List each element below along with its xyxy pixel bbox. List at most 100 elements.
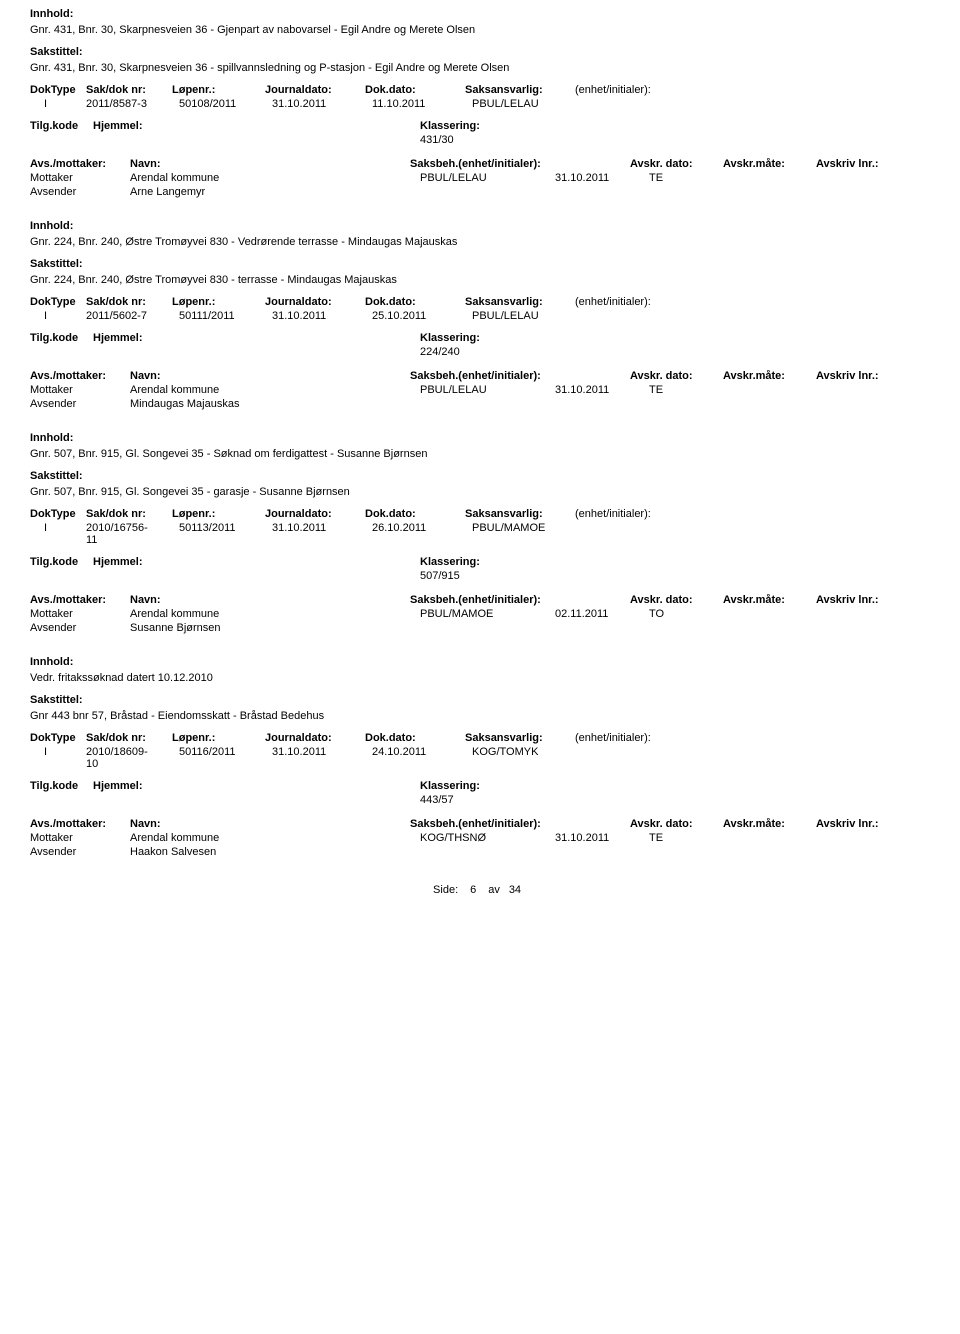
klassering-value: 507/915: [420, 570, 460, 582]
mottaker-mate: TE: [649, 832, 699, 844]
lopenr-header: Løpenr.:: [172, 508, 265, 520]
innhold-label: Innhold:: [30, 656, 930, 668]
mottaker-label: Mottaker: [30, 172, 130, 184]
dokdato-value: 24.10.2011: [372, 746, 472, 758]
navn-header: Navn:: [130, 594, 410, 606]
saksbeh-header: Saksbeh.(enhet/initialer):: [410, 818, 630, 830]
hjemmel-label: Hjemmel:: [93, 332, 143, 344]
avsender-row: Avsender Susanne Bjørnsen: [30, 622, 930, 634]
sakstittel-text: Gnr 443 bnr 57, Bråstad - Eiendomsskatt …: [30, 710, 930, 722]
klassering-label: Klassering:: [420, 332, 480, 344]
avsmottaker-header: Avs./mottaker:: [30, 818, 130, 830]
avskrlnr-header: Avskriv lnr.:: [816, 158, 916, 170]
sakdok-value: 2010/18609-: [86, 746, 179, 758]
innhold-text: Vedr. fritakssøknad datert 10.12.2010: [30, 672, 930, 684]
klassering-label: Klassering:: [420, 780, 480, 792]
saksbeh-header: Saksbeh.(enhet/initialer):: [410, 370, 630, 382]
doktype-header: DokType: [30, 84, 86, 96]
avskrmate-header: Avskr.måte:: [723, 594, 816, 606]
avskrdato-header: Avskr. dato:: [630, 158, 723, 170]
hjemmel-label: Hjemmel:: [93, 556, 143, 568]
avskrmate-header: Avskr.måte:: [723, 818, 816, 830]
doktype-value: I: [30, 310, 86, 322]
dokdato-value: 26.10.2011: [372, 522, 472, 534]
klassering-value-row: 431/30: [30, 134, 930, 146]
lopenr-value: 50113/2011: [179, 522, 272, 534]
mottaker-name: Arendal kommune: [130, 608, 420, 620]
mottaker-dato: 02.11.2011: [555, 608, 649, 620]
innhold-text: Gnr. 224, Bnr. 240, Østre Tromøyvei 830 …: [30, 236, 930, 248]
klassering-value-row: 224/240: [30, 346, 930, 358]
data-row: I 2010/16756- 50113/2011 31.10.2011 26.1…: [30, 522, 930, 534]
klassering-label: Klassering:: [420, 120, 480, 132]
lopenr-header: Løpenr.:: [172, 84, 265, 96]
dokdato-header: Dok.dato:: [365, 508, 465, 520]
saksbeh-header: Saksbeh.(enhet/initialer):: [410, 158, 630, 170]
saksbeh-header: Saksbeh.(enhet/initialer):: [410, 594, 630, 606]
tilgkode-label: Tilg.kode: [30, 556, 93, 568]
mottaker-row: Mottaker Arendal kommune PBUL/LELAU 31.1…: [30, 384, 930, 396]
lopenr-value: 50108/2011: [179, 98, 272, 110]
column-header-row: DokType Sak/dok nr: Løpenr.: Journaldato…: [30, 84, 930, 96]
avskrmate-header: Avskr.måte:: [723, 370, 816, 382]
avs-header-row: Avs./mottaker: Navn: Saksbeh.(enhet/init…: [30, 158, 930, 170]
mottaker-saksbeh: PBUL/LELAU: [420, 172, 555, 184]
klassering-value: 431/30: [420, 134, 454, 146]
avsender-row: Avsender Haakon Salvesen: [30, 846, 930, 858]
journaldato-value: 31.10.2011: [272, 310, 372, 322]
mottaker-saksbeh: PBUL/MAMOE: [420, 608, 555, 620]
sakstittel-label: Sakstittel:: [30, 694, 930, 706]
avsender-name: Mindaugas Majauskas: [130, 398, 420, 410]
journaldato-header: Journaldato:: [265, 296, 365, 308]
avskrdato-header: Avskr. dato:: [630, 818, 723, 830]
saksansvarlig-header: Saksansvarlig:: [465, 732, 575, 744]
avskrlnr-header: Avskriv lnr.:: [816, 370, 916, 382]
innhold-label: Innhold:: [30, 8, 930, 20]
avsmottaker-header: Avs./mottaker:: [30, 594, 130, 606]
lopenr-header: Løpenr.:: [172, 732, 265, 744]
sakstittel-text: Gnr. 431, Bnr. 30, Skarpnesveien 36 - sp…: [30, 62, 930, 74]
journal-record: Innhold: Vedr. fritakssøknad datert 10.1…: [30, 656, 930, 858]
mottaker-mate: TO: [649, 608, 699, 620]
data-row: I 2011/8587-3 50108/2011 31.10.2011 11.1…: [30, 98, 930, 110]
enhet-header: (enhet/initialer):: [575, 84, 651, 96]
mottaker-dato: 31.10.2011: [555, 172, 649, 184]
avskrdato-header: Avskr. dato:: [630, 370, 723, 382]
saksansvarlig-header: Saksansvarlig:: [465, 84, 575, 96]
journaldato-value: 31.10.2011: [272, 746, 372, 758]
mottaker-saksbeh: KOG/THSNØ: [420, 832, 555, 844]
sakstittel-label: Sakstittel:: [30, 46, 930, 58]
mottaker-name: Arendal kommune: [130, 172, 420, 184]
avsender-row: Avsender Mindaugas Majauskas: [30, 398, 930, 410]
doktype-header: DokType: [30, 508, 86, 520]
hjemmel-klassering-header-row: Tilg.kode Hjemmel: Klassering:: [30, 120, 930, 132]
sakdok-header: Sak/dok nr:: [86, 732, 172, 744]
sakdok-value: 2010/16756-: [86, 522, 179, 534]
enhet-header: (enhet/initialer):: [575, 732, 651, 744]
mottaker-label: Mottaker: [30, 832, 130, 844]
klassering-value: 443/57: [420, 794, 454, 806]
saksansvarlig-header: Saksansvarlig:: [465, 296, 575, 308]
journaldato-header: Journaldato:: [265, 732, 365, 744]
mottaker-row: Mottaker Arendal kommune PBUL/LELAU 31.1…: [30, 172, 930, 184]
avs-header-row: Avs./mottaker: Navn: Saksbeh.(enhet/init…: [30, 594, 930, 606]
innhold-text: Gnr. 431, Bnr. 30, Skarpnesveien 36 - Gj…: [30, 24, 930, 36]
saksansvarlig-value: KOG/TOMYK: [472, 746, 575, 758]
sakdok-value: 2011/5602-7: [86, 310, 179, 322]
hjemmel-klassering-header-row: Tilg.kode Hjemmel: Klassering:: [30, 780, 930, 792]
mottaker-label: Mottaker: [30, 608, 130, 620]
mottaker-name: Arendal kommune: [130, 832, 420, 844]
klassering-value: 224/240: [420, 346, 460, 358]
avskrlnr-header: Avskriv lnr.:: [816, 594, 916, 606]
sakdok-header: Sak/dok nr:: [86, 296, 172, 308]
tilgkode-label: Tilg.kode: [30, 120, 93, 132]
mottaker-dato: 31.10.2011: [555, 832, 649, 844]
data-row: I 2011/5602-7 50111/2011 31.10.2011 25.1…: [30, 310, 930, 322]
dokdato-value: 25.10.2011: [372, 310, 472, 322]
sakdok-header: Sak/dok nr:: [86, 84, 172, 96]
avsender-name: Arne Langemyr: [130, 186, 420, 198]
hjemmel-klassering-header-row: Tilg.kode Hjemmel: Klassering:: [30, 332, 930, 344]
saksansvarlig-value: PBUL/LELAU: [472, 310, 575, 322]
sakdok-header: Sak/dok nr:: [86, 508, 172, 520]
data-row: I 2010/18609- 50116/2011 31.10.2011 24.1…: [30, 746, 930, 758]
